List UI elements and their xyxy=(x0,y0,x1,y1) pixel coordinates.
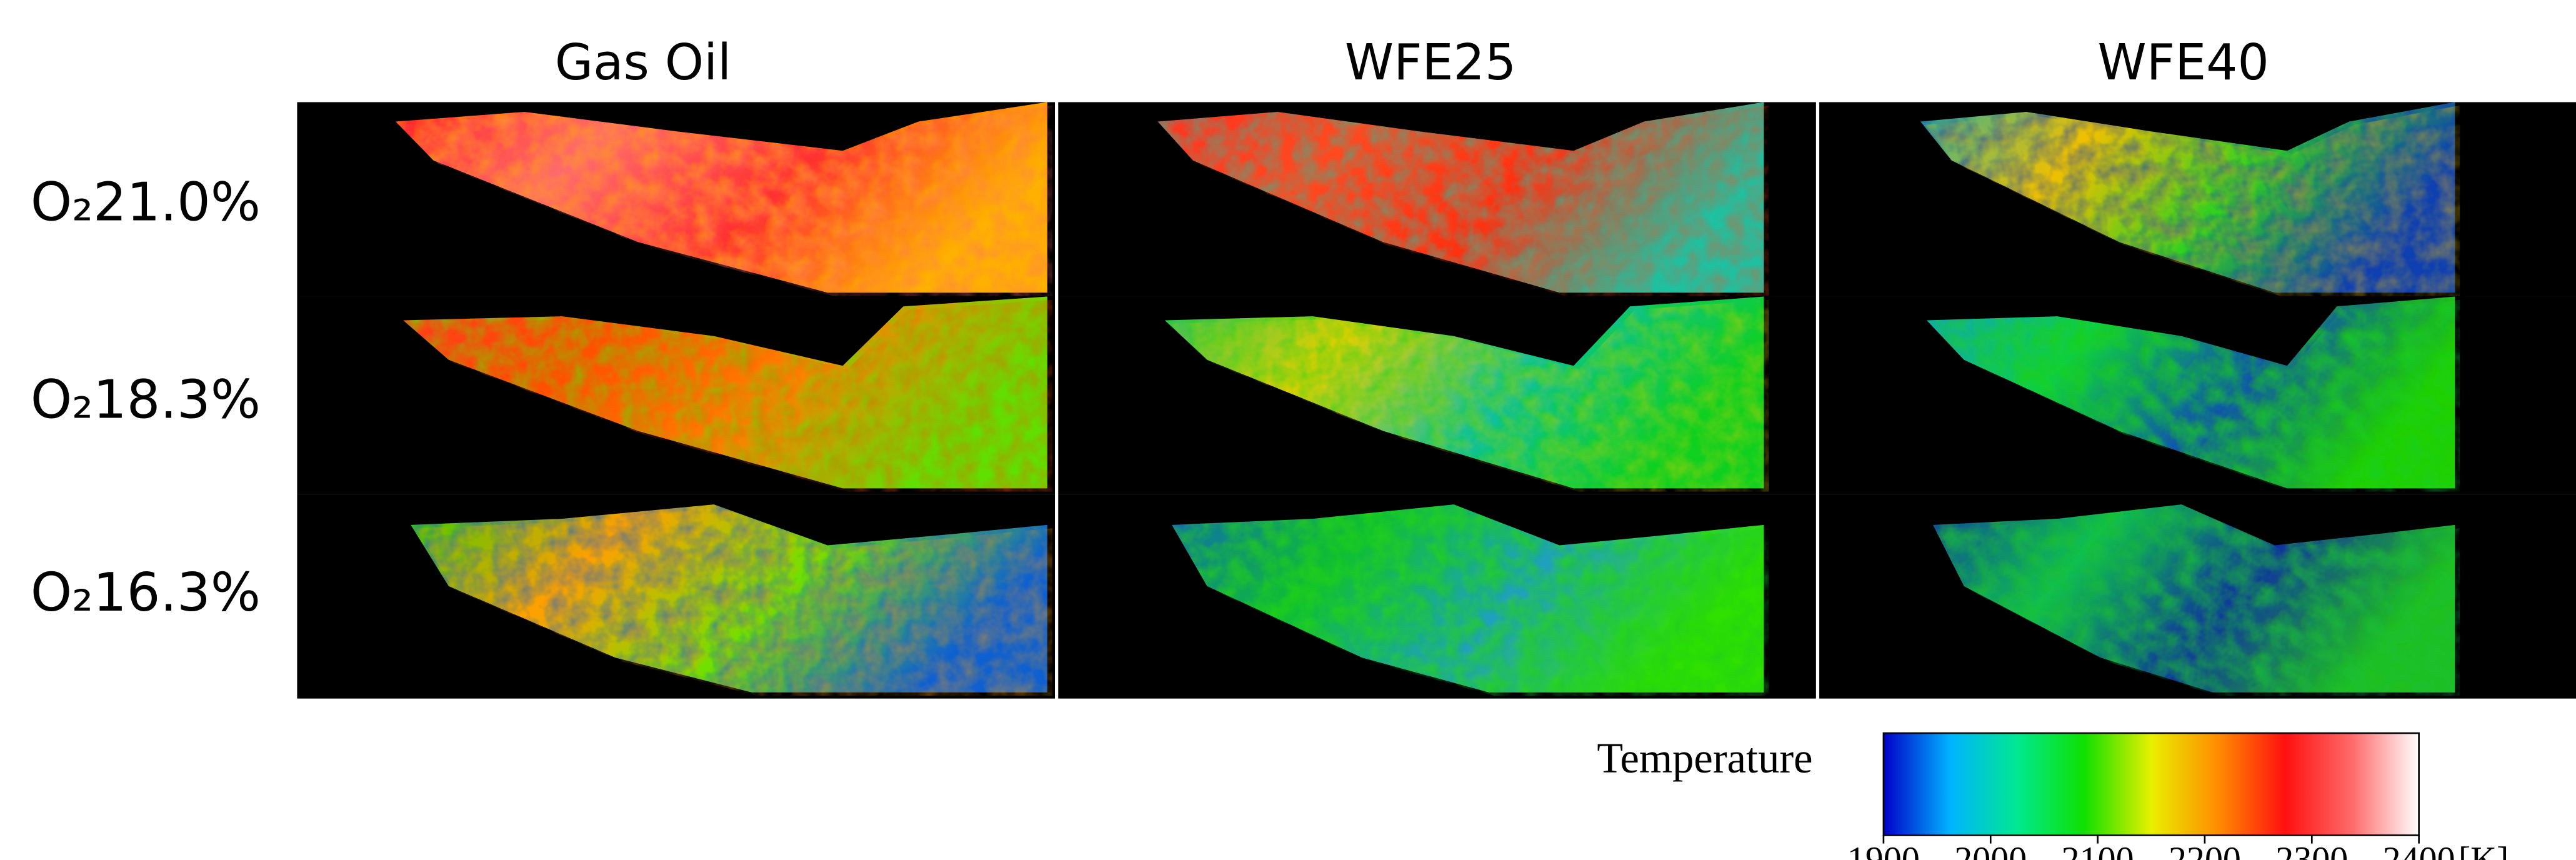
flame-texture xyxy=(1931,299,2460,492)
tick-label: 2000 xyxy=(1954,839,2027,860)
row-label: O₂18.3% xyxy=(31,369,261,431)
tick-label: 2400 xyxy=(2383,839,2455,860)
flame-texture xyxy=(1169,299,1769,492)
column-title: WFE25 xyxy=(1345,34,1516,91)
column-title: Gas Oil xyxy=(555,34,731,91)
flame-texture xyxy=(1177,508,1769,696)
tick-label: 2100 xyxy=(2062,839,2134,860)
flame-texture xyxy=(408,299,1052,492)
colorbar-title: Temperature xyxy=(1597,734,1812,782)
colorbar: Temperature 1900 2000 2100 2200 2300 2400 [K] xyxy=(1597,732,2509,860)
flame-texture xyxy=(1162,105,1769,296)
unit-label: [K] xyxy=(2459,839,2509,860)
flame-texture xyxy=(1937,508,2460,696)
flame-texture xyxy=(1925,105,2460,296)
flame-texture xyxy=(400,105,1052,296)
colorbar-fill xyxy=(1882,732,2420,836)
flame-texture xyxy=(416,508,1052,696)
labels: Gas Oil WFE25 WFE40 O₂21.0% O₂18.3% O₂16.3% xyxy=(31,34,2269,623)
column-title: WFE40 xyxy=(2098,34,2269,91)
flame-images xyxy=(297,102,2576,699)
row-label: O₂21.0% xyxy=(31,171,261,232)
row-label: O₂16.3% xyxy=(31,562,261,623)
tick-label: 2300 xyxy=(2275,839,2348,860)
tick-label: 1900 xyxy=(1847,839,1920,860)
tick-label: 2200 xyxy=(2169,839,2241,860)
